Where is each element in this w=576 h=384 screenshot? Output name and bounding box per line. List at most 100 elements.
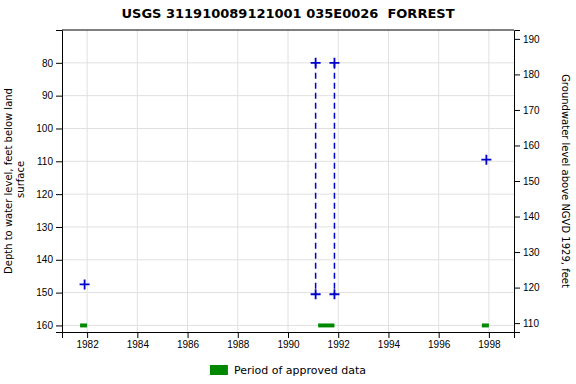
grid-line	[137, 30, 138, 332]
title: USGS 311910089121001 035E0026 FORREST	[122, 6, 455, 21]
y2-axis: 190180170160150140130120110	[514, 31, 540, 333]
tick-mark	[87, 332, 88, 338]
period-bar	[318, 323, 334, 327]
legend: Period of approved data	[210, 364, 366, 377]
tick-mark	[288, 332, 289, 338]
grid-line	[62, 292, 514, 293]
tick: 180	[514, 69, 540, 80]
tick: 140	[36, 254, 62, 265]
tick-label: 130	[523, 247, 540, 258]
tick-label: 90	[42, 90, 54, 101]
tick-mark	[388, 332, 389, 338]
grid-line	[187, 30, 188, 332]
tick: 170	[514, 105, 540, 116]
grid-line	[62, 62, 514, 63]
tick: 120	[36, 189, 62, 200]
tick-label: 110	[37, 156, 53, 167]
tick-mark	[514, 39, 520, 40]
series	[311, 58, 321, 299]
series	[80, 155, 492, 290]
tick-label: 1982	[76, 339, 99, 350]
marker	[329, 289, 339, 299]
tick-mark	[56, 128, 62, 129]
tick-label: 120	[523, 282, 540, 293]
tick: 160	[514, 140, 540, 151]
tick-mark	[238, 332, 239, 338]
marker	[311, 289, 321, 299]
tick-mark	[514, 288, 520, 289]
series	[329, 58, 339, 299]
grid-line	[288, 30, 289, 332]
chart: 1982198419861988199019921994199619988090…	[0, 0, 576, 384]
period-bar	[482, 323, 489, 327]
tick: 150	[514, 176, 540, 187]
grid	[62, 30, 514, 332]
tick: 1982	[76, 332, 99, 350]
grid-line	[62, 325, 514, 326]
tick: 130	[514, 247, 540, 258]
tick-mark	[514, 323, 520, 324]
tick-label: 150	[523, 176, 540, 187]
grid-line	[62, 161, 514, 162]
grid-line	[62, 194, 514, 195]
grid-line	[87, 30, 88, 332]
tick-label: 100	[36, 123, 53, 134]
tick-mark	[137, 332, 138, 338]
tick-label: 160	[36, 320, 53, 331]
tick: 1994	[378, 332, 401, 350]
grid-line	[438, 30, 439, 332]
tick-mark	[56, 194, 62, 195]
legend-label: Period of approved data	[234, 364, 366, 377]
line	[334, 63, 336, 294]
tick-mark	[514, 110, 520, 111]
grid-line	[62, 226, 514, 227]
tick-mark	[56, 96, 62, 97]
marker	[481, 155, 491, 165]
tick-label: 1994	[378, 339, 401, 350]
tick-label: 1992	[328, 339, 351, 350]
tick: 100	[36, 123, 62, 134]
tick-mark	[56, 325, 62, 326]
y-axis-title: Depth to water level, feet below land su…	[3, 88, 26, 274]
tick-label: 1986	[177, 339, 200, 350]
tick-mark	[56, 260, 62, 261]
x-axis: 198219841986198819901992199419961998	[63, 332, 515, 350]
tick: 1986	[177, 332, 200, 350]
legend-item: Period of approved data	[210, 364, 366, 377]
tick: 80	[42, 58, 62, 69]
tick-label: 1998	[478, 339, 501, 350]
grid-line	[237, 30, 238, 332]
tick: 110	[37, 156, 62, 167]
plot: 1982198419861988199019921994199619988090…	[3, 30, 571, 350]
tick-mark	[514, 145, 520, 146]
marks	[80, 58, 492, 328]
tick-label: 130	[36, 222, 53, 233]
tick-mark	[514, 217, 520, 218]
tick: 1996	[428, 332, 451, 350]
tick-mark	[489, 332, 490, 338]
tick-mark	[338, 332, 339, 338]
tick: 190	[514, 34, 540, 45]
tick-mark	[188, 332, 189, 338]
tick-label: 1988	[227, 339, 250, 350]
tick-label: 180	[523, 69, 540, 80]
tick-mark	[56, 293, 62, 294]
tick-label: 170	[523, 105, 540, 116]
tick-label: 80	[42, 58, 54, 69]
y2-axis-title: Groundwater level above NGVD 1929, feet	[560, 74, 571, 288]
tick: 1990	[277, 332, 300, 350]
grid-line	[488, 30, 489, 332]
grid-line	[62, 95, 514, 96]
tick-mark	[514, 252, 520, 253]
tick-label: 120	[36, 189, 53, 200]
axis-line	[515, 31, 521, 333]
axis-line	[63, 333, 515, 339]
legend-swatch	[210, 365, 228, 375]
axis-line	[56, 31, 63, 333]
marker	[329, 58, 339, 68]
tick-label: 160	[523, 140, 540, 151]
tick: 110	[514, 318, 539, 329]
tick-mark	[56, 161, 62, 162]
tick-mark	[514, 181, 520, 182]
tick-mark	[56, 63, 62, 64]
